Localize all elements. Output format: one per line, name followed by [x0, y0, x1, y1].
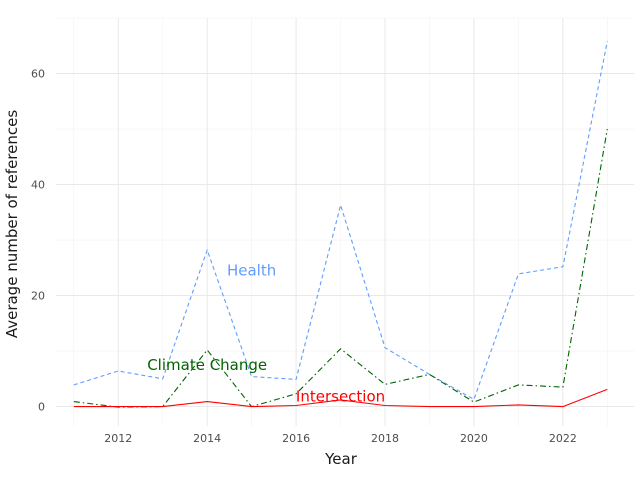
series-label-intersection: Intersection	[296, 388, 385, 406]
series-line-health	[73, 41, 608, 400]
series-label-health: Health	[227, 262, 276, 280]
y-axis-title: Average number of references	[3, 110, 21, 339]
series-lines	[73, 41, 608, 408]
grid-lines	[56, 17, 634, 426]
series-labels: Health Climate Change Intersection	[147, 262, 385, 406]
x-tick-label: 2014	[193, 432, 221, 445]
x-tick-label: 2020	[460, 432, 488, 445]
series-line-climate-change	[73, 128, 608, 408]
x-tick-label: 2016	[282, 432, 310, 445]
series-line-intersection	[73, 388, 608, 408]
y-tick-label: 40	[31, 179, 45, 192]
y-tick-label: 60	[31, 68, 45, 81]
tick-labels: 2012 2014 2016 2018 2020 2022 0 20 40 60	[31, 68, 577, 445]
series-label-climate-change: Climate Change	[147, 356, 267, 374]
y-tick-label: 0	[38, 401, 45, 414]
x-tick-label: 2022	[549, 432, 577, 445]
y-tick-label: 20	[31, 290, 45, 303]
x-axis-title: Year	[324, 450, 358, 468]
x-tick-label: 2012	[104, 432, 132, 445]
x-tick-label: 2018	[371, 432, 399, 445]
